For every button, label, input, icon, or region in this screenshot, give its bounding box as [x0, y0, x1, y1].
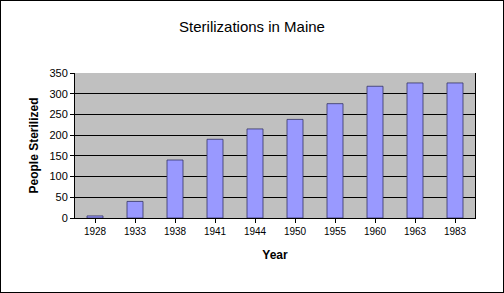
svg-text:1941: 1941 — [204, 226, 227, 237]
svg-text:Year: Year — [262, 248, 288, 262]
svg-text:1944: 1944 — [244, 226, 267, 237]
svg-text:1955: 1955 — [324, 226, 347, 237]
svg-text:50: 50 — [56, 191, 68, 203]
svg-text:200: 200 — [49, 129, 67, 141]
svg-text:1960: 1960 — [364, 226, 387, 237]
svg-text:Sterilizations in Maine: Sterilizations in Maine — [179, 18, 325, 35]
svg-text:1950: 1950 — [284, 226, 307, 237]
svg-text:People Sterilized: People Sterilized — [27, 97, 41, 193]
svg-text:150: 150 — [49, 150, 67, 162]
svg-text:100: 100 — [49, 170, 67, 182]
svg-text:350: 350 — [49, 67, 67, 79]
svg-text:1963: 1963 — [404, 226, 427, 237]
svg-text:1928: 1928 — [84, 226, 107, 237]
svg-text:1938: 1938 — [164, 226, 187, 237]
svg-text:300: 300 — [49, 88, 67, 100]
svg-text:1933: 1933 — [124, 226, 147, 237]
svg-text:1983: 1983 — [444, 226, 467, 237]
svg-text:250: 250 — [49, 108, 67, 120]
svg-text:0: 0 — [62, 212, 68, 224]
